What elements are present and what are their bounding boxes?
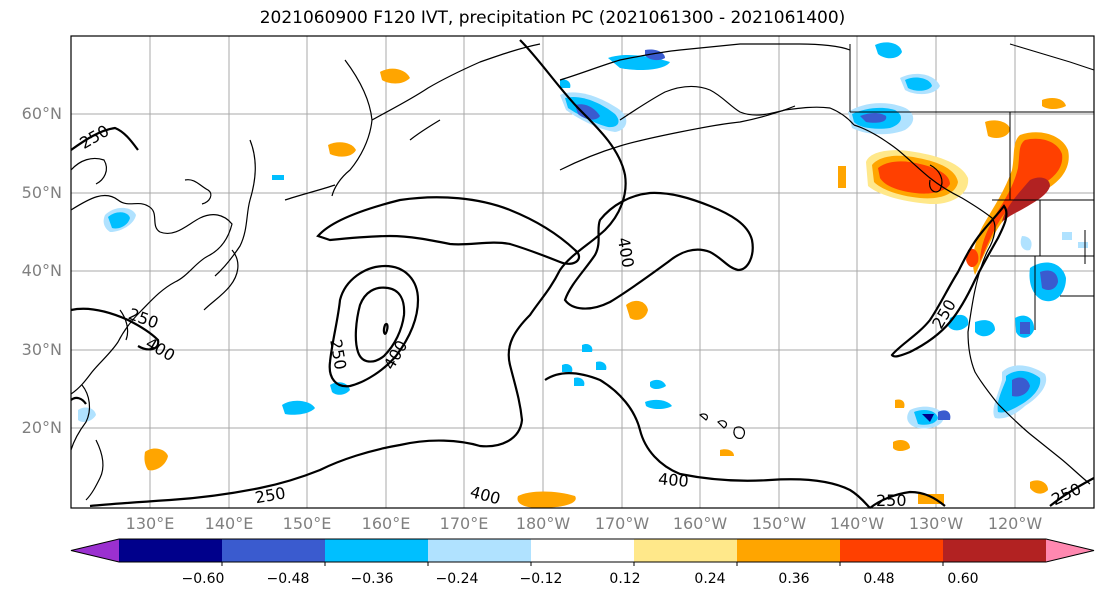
coastlines [70,43,1091,501]
colorbar-tick: −0.36 [350,571,394,587]
colorbar-tick: 0.12 [609,571,641,587]
lon-label-140w: 140°W [829,514,885,533]
ivt-250-contour-se [869,490,946,509]
lat-label-30n: 30°N [21,340,62,359]
lon-label-150w: 150°W [751,514,807,533]
colorbar-tick: −0.24 [435,571,479,587]
contour-label-400: 400 [657,469,689,491]
lon-label-160e: 160°E [361,514,411,533]
ivt-250-contour-coast [890,204,1008,358]
colorbar-tick: 0.36 [778,571,810,587]
lon-label-140e: 140°E [204,514,254,533]
ivt-400-contour-south [544,372,871,509]
colorbar-tick: −0.48 [266,571,310,587]
lon-label-120w: 120°W [987,514,1043,533]
colorbar-tick: −0.60 [181,571,225,587]
colorbar-tick: −0.12 [519,571,563,587]
lat-label-60n: 60°N [21,104,62,123]
colorbar-swatch [428,539,532,562]
lon-label-150e: 150°E [282,514,332,533]
colorbar-swatch [943,539,1047,562]
colorbar-swatch [531,539,635,562]
ivt-250-contour-sw [70,307,160,351]
map-title: 2021060900 F120 IVT, precipitation PC (2… [259,8,846,28]
colorbar-extend-high [1046,539,1094,562]
colorbar-swatch [119,539,223,562]
borders [849,43,1095,330]
lat-label-50n: 50°N [21,183,62,202]
lat-label-40n: 40°N [21,261,62,280]
ivt-contour-center [382,322,389,335]
lon-label-170e: 170°E [439,514,489,533]
ivt-400-contour-west [354,286,406,363]
ivt-250-contour-main [89,39,627,508]
precipitation-shading [78,42,1088,508]
ivt-250-contour-nw [70,126,139,151]
colorbar-swatch [840,539,944,562]
lon-label-130w: 130°W [908,514,964,533]
colorbar-tick: 0.60 [947,571,979,587]
colorbar-swatch [325,539,429,562]
ivt-250-contour-west [328,264,420,388]
lon-label-170w: 170°W [594,514,650,533]
colorbar-tick: 0.48 [863,571,895,587]
lon-label-160w: 160°W [672,514,728,533]
ivt-250-contour-se2 [1049,477,1095,507]
ivt-contours [70,39,1095,509]
colorbar-swatch [737,539,841,562]
contour-label-250: 250 [876,491,907,510]
colorbar-outline [70,538,1095,563]
colorbar-tick: 0.24 [694,571,726,587]
map-frame [70,35,1095,509]
colorbar-swatch [222,539,326,562]
colorbar-swatch [634,539,738,562]
ivt-400-contour-north [316,196,581,265]
ivt-contour-sw-small [70,396,87,405]
colorbar-extend-low [71,539,119,562]
colorbar [70,538,1095,566]
lon-label-180w: 180°W [515,514,571,533]
lat-label-20n: 20°N [21,418,62,437]
lon-label-130e: 130°E [125,514,175,533]
ivt-400-contour-east [563,191,754,310]
